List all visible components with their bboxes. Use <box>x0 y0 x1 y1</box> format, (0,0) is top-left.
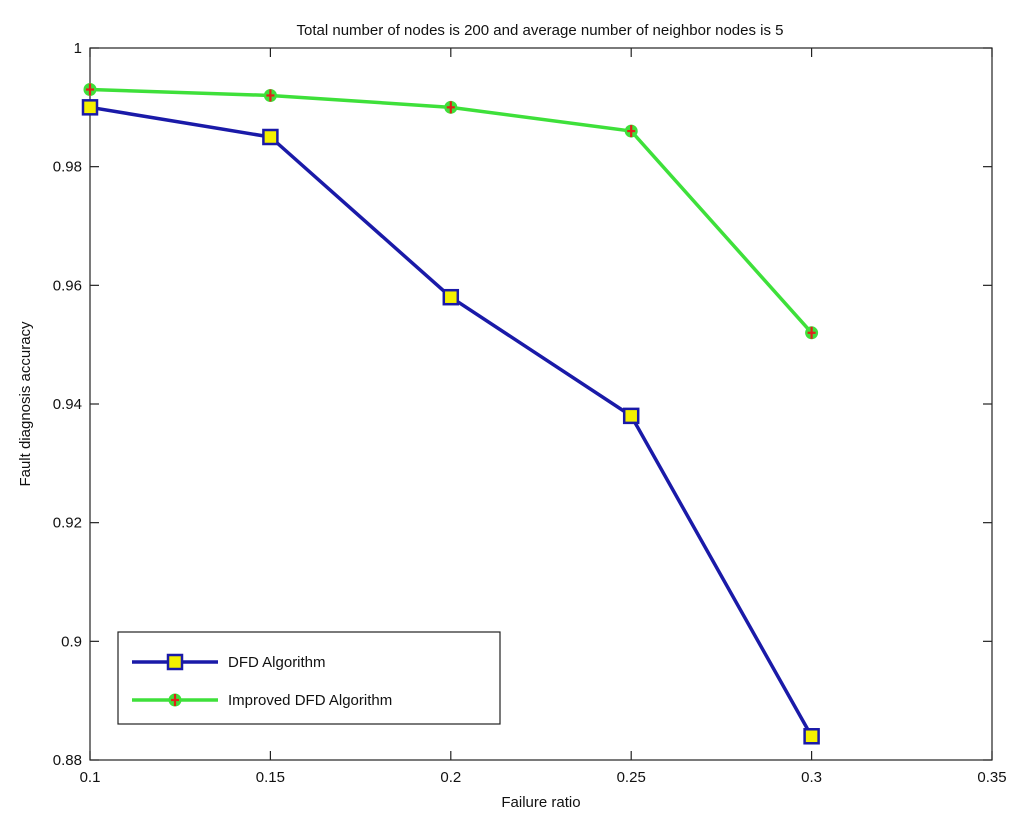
y-tick-label: 0.88 <box>53 752 82 769</box>
y-axis-ticks: 0.88 0.9 0.92 0.94 0.96 0.98 1 <box>53 40 992 769</box>
x-tick-label: 0.35 <box>977 769 1006 786</box>
legend-items: DFD Algorithm Improved DFD Algorithm <box>132 653 392 709</box>
legend-item: Improved DFD Algorithm <box>132 692 392 709</box>
y-tick-label: 0.94 <box>53 396 82 413</box>
x-tick-label: 0.2 <box>440 769 461 786</box>
x-axis-ticks: 0.1 0.15 0.2 0.25 0.3 0.35 <box>80 48 1007 786</box>
data-point <box>444 100 458 114</box>
data-point <box>624 124 638 138</box>
data-point <box>262 128 279 146</box>
y-tick-label: 0.9 <box>61 633 82 650</box>
data-point <box>803 728 820 745</box>
x-tick-label: 0.25 <box>617 769 646 786</box>
legend-label: Improved DFD Algorithm <box>228 692 392 709</box>
y-axis-title: Fault diagnosis accuracy <box>17 321 34 487</box>
chart-title: Total number of nodes is 200 and average… <box>297 22 784 39</box>
series-layer <box>81 83 820 745</box>
x-tick-label: 0.15 <box>256 769 285 786</box>
data-point <box>805 326 819 340</box>
data-point <box>81 99 99 116</box>
series-0 <box>81 99 820 745</box>
y-tick-label: 0.98 <box>53 159 82 176</box>
data-point <box>622 407 640 425</box>
legend-item: DFD Algorithm <box>132 653 326 671</box>
legend-box <box>117 631 501 725</box>
data-point <box>442 288 460 306</box>
legend-marker <box>168 693 182 707</box>
x-tick-label: 0.1 <box>80 769 101 786</box>
legend-label: DFD Algorithm <box>228 654 326 671</box>
y-tick-label: 1 <box>74 40 82 57</box>
data-point <box>263 88 277 102</box>
legend: DFD Algorithm Improved DFD Algorithm <box>117 631 501 725</box>
x-axis-title: Failure ratio <box>501 794 580 811</box>
legend-marker <box>166 653 184 671</box>
x-tick-label: 0.3 <box>801 769 822 786</box>
y-tick-label: 0.96 <box>53 277 82 294</box>
y-tick-label: 0.92 <box>53 515 82 532</box>
series-1 <box>83 83 819 340</box>
data-point <box>83 83 97 97</box>
